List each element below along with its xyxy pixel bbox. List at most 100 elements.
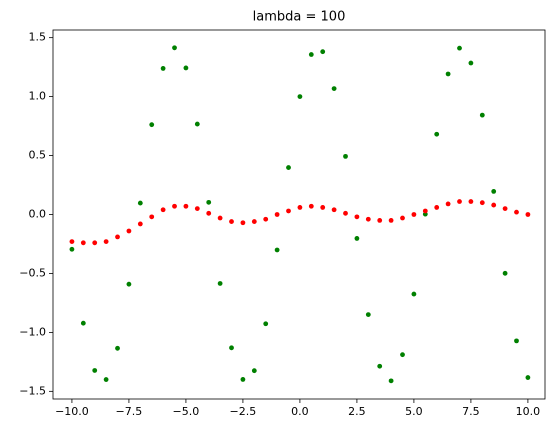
- x-tick-label: 10.0: [516, 405, 541, 418]
- point: [172, 45, 177, 51]
- point: [525, 375, 531, 380]
- point: [103, 377, 109, 382]
- x-tick-label: −5.0: [173, 405, 200, 418]
- point: [80, 240, 86, 246]
- plot-frame: [52, 29, 546, 400]
- point: [377, 217, 383, 223]
- point: [445, 201, 451, 207]
- point: [92, 368, 98, 373]
- point: [422, 208, 428, 214]
- point: [343, 153, 348, 159]
- point: [206, 210, 212, 216]
- x-tick-label: −7.5: [116, 405, 143, 418]
- point: [514, 209, 519, 215]
- point: [388, 378, 394, 384]
- point: [479, 112, 485, 118]
- point: [491, 202, 497, 208]
- x-tick-label: −2.5: [230, 405, 257, 418]
- point: [502, 206, 508, 212]
- point: [491, 188, 497, 194]
- point: [217, 215, 223, 221]
- point: [137, 200, 143, 206]
- point: [194, 206, 200, 212]
- point: [286, 208, 291, 214]
- point: [320, 49, 326, 55]
- point: [400, 352, 405, 358]
- point: [354, 236, 360, 241]
- point: [194, 121, 200, 127]
- y-tick-label: 1.0: [29, 90, 47, 103]
- point: [80, 320, 86, 326]
- point: [445, 71, 451, 77]
- chart-title: lambda = 100: [253, 10, 346, 25]
- point: [434, 131, 440, 137]
- point: [115, 345, 120, 351]
- point: [297, 94, 303, 100]
- point: [240, 220, 246, 226]
- x-tick-label: 5.0: [405, 405, 423, 418]
- point: [411, 212, 417, 217]
- point: [69, 239, 75, 245]
- point: [217, 281, 223, 286]
- point: [115, 234, 120, 240]
- point: [411, 291, 417, 297]
- point: [365, 312, 371, 317]
- x-tick-label: −10.0: [55, 405, 89, 418]
- point: [525, 212, 531, 217]
- y-tick-label: −0.5: [19, 266, 46, 279]
- point: [160, 207, 166, 213]
- point: [251, 368, 257, 374]
- point: [388, 217, 394, 223]
- point: [149, 122, 155, 128]
- point: [126, 228, 132, 234]
- point: [274, 212, 280, 217]
- point: [240, 377, 246, 382]
- point: [206, 199, 212, 205]
- point: [514, 338, 519, 344]
- point: [377, 363, 383, 369]
- point: [320, 205, 326, 210]
- point: [365, 216, 371, 222]
- point: [434, 205, 440, 210]
- point: [263, 216, 269, 222]
- y-tick-label: 0.0: [29, 208, 47, 221]
- point: [331, 207, 337, 213]
- point: [160, 66, 166, 71]
- point: [229, 219, 234, 224]
- point: [479, 200, 485, 206]
- point: [69, 246, 75, 252]
- point: [229, 345, 234, 351]
- point: [149, 214, 155, 220]
- point: [502, 270, 508, 276]
- point: [286, 165, 291, 170]
- point: [274, 247, 280, 253]
- point: [297, 205, 303, 210]
- x-tick-label: 0.0: [291, 405, 309, 418]
- point: [92, 240, 98, 246]
- y-tick-label: 1.5: [29, 31, 47, 44]
- point: [137, 221, 143, 227]
- point: [172, 203, 177, 209]
- point: [331, 86, 337, 91]
- y-tick-label: 0.5: [29, 149, 47, 162]
- point: [103, 239, 109, 245]
- point: [400, 215, 405, 221]
- point: [183, 65, 189, 71]
- x-tick-label: 7.5: [462, 405, 480, 418]
- point: [468, 60, 474, 66]
- point: [468, 199, 474, 204]
- y-tick-label: −1.5: [19, 384, 46, 397]
- point: [308, 203, 314, 209]
- y-tick-label: −1.0: [19, 325, 46, 338]
- point: [354, 214, 360, 220]
- point: [457, 199, 462, 204]
- point: [126, 281, 132, 287]
- point: [343, 210, 348, 216]
- point: [251, 219, 257, 224]
- point: [308, 52, 314, 57]
- point: [263, 321, 269, 327]
- point: [183, 203, 189, 209]
- point: [457, 45, 462, 51]
